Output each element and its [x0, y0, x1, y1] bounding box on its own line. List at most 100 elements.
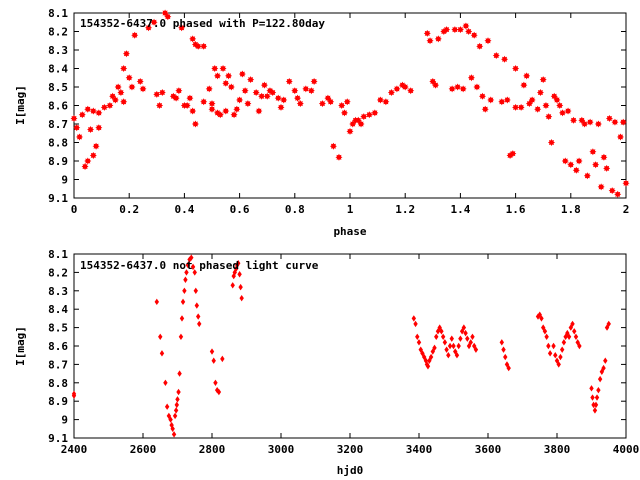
y-tick-label: 8.9 [48, 395, 68, 408]
y-tick-label: 8.6 [48, 100, 68, 113]
data-point [73, 124, 81, 132]
data-point [592, 161, 600, 169]
y-axis-label: I[mag] [14, 326, 27, 366]
data-point [89, 151, 97, 159]
data-point [413, 320, 418, 328]
data-point [156, 102, 164, 109]
y-tick-label: 8.4 [48, 63, 68, 76]
data-point [176, 388, 181, 396]
y-tick-label: 8.1 [48, 248, 68, 261]
x-tick-label: 2600 [130, 443, 157, 456]
data-point [551, 342, 556, 350]
data-point [434, 333, 439, 340]
data-point [589, 148, 597, 156]
data-point [446, 352, 451, 359]
data-point [117, 89, 125, 97]
y-tick-label: 8.7 [48, 358, 68, 371]
data-point [247, 76, 255, 84]
data-point [173, 407, 179, 414]
data-point [189, 35, 197, 43]
data-point [89, 107, 97, 115]
data-point [556, 102, 564, 109]
x-tick-label: 3800 [544, 443, 571, 456]
data-point [411, 315, 417, 322]
y-tick-label: 8.6 [48, 340, 68, 353]
data-point [570, 116, 578, 124]
data-point [467, 74, 475, 82]
data-point [520, 81, 528, 89]
data-point [547, 350, 553, 357]
data-point [541, 324, 546, 331]
x-axis-ticks: 2400 2600 2800 3000 3200 3400 3600 3800 4000 [61, 254, 639, 456]
x-axis-label: phase [333, 225, 366, 238]
data-point [233, 105, 241, 113]
data-point [338, 102, 346, 109]
data-point [70, 114, 78, 122]
data-point [216, 111, 224, 119]
data-point [184, 269, 189, 276]
data-point [448, 85, 456, 93]
data-point [168, 416, 173, 423]
data-point [225, 72, 233, 80]
data-point [196, 313, 201, 320]
data-point [567, 161, 575, 169]
x-tick-label: 0.2 [119, 203, 139, 216]
x-tick-label: 3000 [268, 443, 295, 456]
x-tick-label: 2400 [61, 443, 88, 456]
y-tick-label: 8.4 [48, 303, 68, 316]
data-point [280, 96, 288, 104]
data-point [172, 94, 180, 102]
data-point [432, 81, 440, 89]
y-tick-label: 9 [61, 414, 68, 427]
data-point [594, 394, 600, 401]
data-point [274, 94, 282, 102]
data-point [340, 109, 348, 117]
data-point [357, 120, 365, 128]
data-point [484, 37, 492, 45]
data-point [171, 431, 177, 438]
y-tick-label: 8.3 [48, 285, 68, 298]
data-point [459, 85, 467, 93]
data-point [601, 364, 606, 372]
data-point [426, 37, 434, 45]
data-point [468, 339, 473, 346]
data-point [371, 109, 379, 117]
data-point [462, 22, 470, 30]
x-axis-ticks: 0 0.2 0.4 0.6 0.8 1 1.2 1.4 1.6 1.8 2 [71, 13, 629, 216]
data-point [583, 172, 591, 180]
data-point [95, 109, 103, 117]
data-point [78, 111, 86, 119]
data-point [302, 85, 310, 93]
data-point [194, 42, 202, 50]
data-point [428, 353, 434, 361]
data-point [244, 100, 252, 108]
data-point [481, 105, 489, 113]
data-point [189, 254, 194, 261]
y-axis-ticks: 8.1 8.2 8.3 8.4 8.5 8.6 8.7 8.8 8.9 9 9.1 [48, 248, 626, 445]
data-point [573, 333, 579, 340]
data-point [84, 105, 92, 113]
data-point [154, 298, 159, 306]
data-point [447, 342, 453, 350]
data-point [546, 342, 551, 350]
data-point [76, 133, 84, 141]
data-point [589, 385, 594, 392]
x-tick-label: 1.4 [450, 203, 470, 216]
data-point [501, 346, 506, 353]
data-point [487, 96, 495, 104]
data-point [205, 85, 213, 93]
data-point [158, 89, 166, 97]
data-point [458, 335, 463, 342]
data-point [285, 77, 293, 85]
data-point [387, 89, 395, 97]
data-point [222, 107, 230, 115]
x-tick-label: 2800 [199, 443, 226, 456]
y-tick-label: 9 [61, 174, 68, 187]
data-point [566, 333, 572, 340]
data-point [179, 315, 185, 322]
x-tick-label: 0 [71, 203, 78, 216]
data-point [443, 26, 451, 34]
data-point [523, 72, 531, 80]
data-point [335, 153, 343, 161]
data-point [128, 83, 136, 91]
